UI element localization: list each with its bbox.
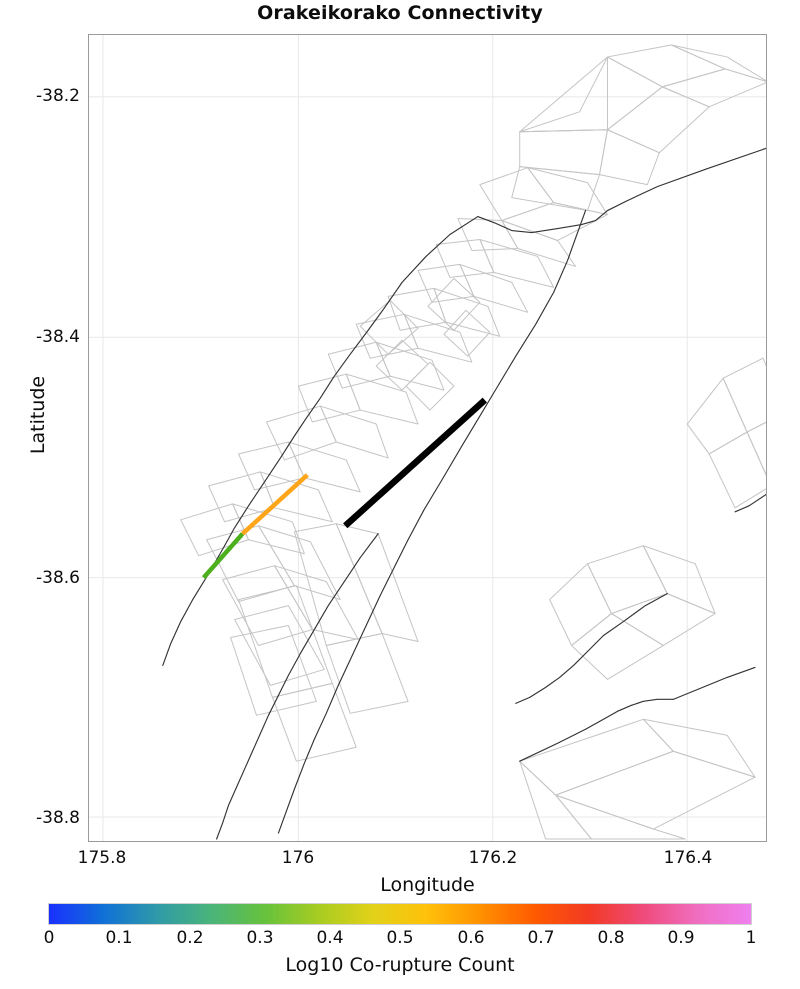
x-axis-label: Longitude: [380, 874, 475, 896]
x-tick-label: 176.4: [663, 848, 713, 868]
y-tick-label: -38.2: [36, 86, 80, 106]
colorbar: 0 0.1 0.2 0.3 0.4 0.5 0.6 0.7 0.8 0.9 1 …: [0, 898, 800, 989]
colorbar-gradient: [48, 903, 752, 925]
colored-segment-green: [201, 532, 245, 580]
y-axis-label-host: Latitude: [14, 0, 54, 989]
colorbar-tick-label: 0.8: [597, 928, 625, 948]
colorbar-tick-label: 0.1: [105, 928, 133, 948]
rupture-plane-projections: [180, 44, 766, 840]
colorbar-tick-label: 0.7: [527, 928, 555, 948]
colorbar-tick-label: 0.6: [457, 928, 485, 948]
colorbar-tick-label: 0.4: [316, 928, 344, 948]
colorbar-label: Log10 Co-rupture Count: [285, 954, 515, 976]
y-tick-label: -38.6: [36, 568, 80, 588]
y-tick-label: -38.4: [36, 327, 80, 347]
colorbar-tick-label: 0: [43, 928, 55, 948]
fault-map: [89, 35, 766, 841]
colored-segment-orange: [241, 473, 309, 536]
page-title: Orakeikorako Connectivity: [257, 2, 543, 24]
x-axis-ticks: 175.8 176 176.2 176.4: [0, 848, 800, 874]
colorbar-tick-label: 0.9: [667, 928, 695, 948]
connected-fault-colored: [201, 473, 309, 580]
y-axis-label: Latitude: [27, 375, 49, 455]
colorbar-tick-label: 1: [745, 928, 757, 948]
gridlines: [89, 35, 766, 841]
y-tick-label: -38.8: [36, 808, 80, 828]
x-tick-label: 176.2: [468, 848, 518, 868]
colorbar-ticks: 0 0.1 0.2 0.3 0.4 0.5 0.6 0.7 0.8 0.9 1: [0, 928, 800, 952]
x-tick-label: 176: [281, 848, 315, 868]
colorbar-tick-label: 0.2: [176, 928, 204, 948]
colorbar-tick-label: 0.3: [246, 928, 274, 948]
y-axis-ticks: -38.2 -38.4 -38.6 -38.8: [0, 0, 80, 989]
source-fault-highlight: [343, 397, 487, 529]
x-tick-label: 175.8: [77, 848, 127, 868]
fault-surface-traces: [162, 147, 766, 840]
colorbar-tick-label: 0.5: [386, 928, 414, 948]
map-plot-area[interactable]: [88, 34, 767, 842]
